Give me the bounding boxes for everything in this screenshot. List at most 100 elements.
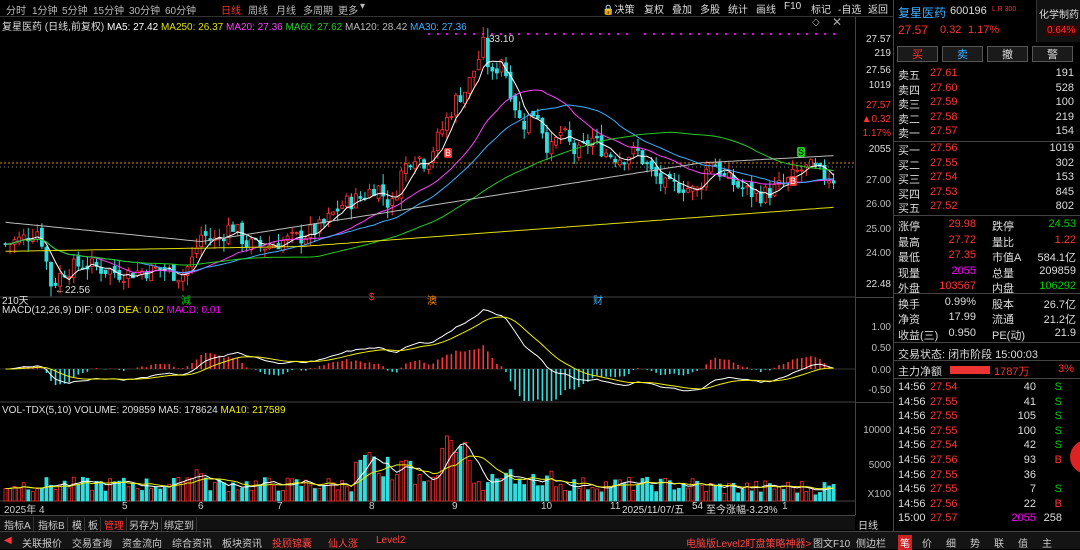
settings-icon[interactable]: ◇ bbox=[812, 17, 820, 28]
ma60-line bbox=[5, 131, 834, 266]
alert-button[interactable]: 警 bbox=[1032, 46, 1073, 62]
multi-stock-button[interactable]: 多股 bbox=[700, 5, 720, 16]
vol-ma5-line bbox=[5, 442, 834, 491]
volume-bar bbox=[335, 489, 340, 502]
cancel-order-button[interactable]: 撤 bbox=[987, 46, 1028, 62]
volume-bar bbox=[818, 492, 822, 502]
event-marker-cai[interactable]: 财 bbox=[593, 296, 603, 307]
decision-button[interactable]: 🔒决策 bbox=[602, 5, 635, 16]
candle bbox=[640, 149, 645, 166]
tab-indicator-a[interactable]: 指标A bbox=[2, 517, 34, 532]
candle bbox=[408, 164, 413, 170]
candle bbox=[353, 187, 358, 209]
watchlist-button[interactable]: -自选 bbox=[838, 5, 862, 16]
sell-button[interactable]: 卖 bbox=[942, 46, 983, 62]
candle bbox=[649, 157, 654, 177]
low-label: ←22.56 bbox=[55, 285, 91, 296]
volume-bar bbox=[586, 489, 590, 502]
event-marker-jian[interactable]: 減 bbox=[181, 296, 191, 307]
period-tab-30min[interactable]: 30分钟 bbox=[129, 6, 161, 17]
side-tab-6[interactable]: 主 bbox=[1042, 539, 1052, 550]
stat-value-2: 106292 bbox=[1039, 280, 1076, 292]
close-icon[interactable]: ✕ bbox=[832, 15, 843, 29]
volume-bar bbox=[654, 491, 659, 502]
period-tab-weekly[interactable]: 周线 bbox=[248, 6, 268, 17]
period-tab-5min[interactable]: 5分钟 bbox=[62, 6, 88, 17]
volume-bar bbox=[381, 476, 386, 502]
draw-line-button[interactable]: 画线 bbox=[756, 5, 776, 16]
period-tab-multi[interactable]: 多周期 bbox=[303, 6, 333, 17]
period-tab-monthly[interactable]: 月线 bbox=[276, 6, 296, 17]
triangle-icon[interactable]: ◀ bbox=[4, 535, 12, 546]
tab-bind-to[interactable]: 绑定到 bbox=[162, 517, 197, 532]
side-tab-4[interactable]: 联 bbox=[994, 539, 1004, 550]
statistics-button[interactable]: 统计 bbox=[728, 5, 748, 16]
candle bbox=[235, 223, 240, 236]
x-cursor-change: 至今涨幅-3.23% bbox=[706, 505, 778, 516]
candle bbox=[626, 156, 631, 171]
tab-manage[interactable]: 管理 bbox=[102, 517, 127, 532]
link-sidebar[interactable]: 侧边栏 bbox=[856, 539, 886, 550]
legend-ma20: MA20: 27.36 bbox=[225, 22, 283, 33]
ask-volume: 100 bbox=[1055, 96, 1074, 108]
level2-promo-link[interactable]: 电脑版Level2盯盘策略神器> bbox=[686, 539, 812, 550]
link-news[interactable]: 综合资讯 bbox=[172, 539, 212, 550]
candle bbox=[185, 265, 190, 286]
candle bbox=[90, 250, 94, 274]
link-level2[interactable]: Level2 bbox=[376, 535, 406, 546]
volume-bar bbox=[103, 490, 108, 502]
period-tab-daily[interactable]: 日线 bbox=[221, 6, 241, 17]
tick-time: 15:00 bbox=[898, 512, 926, 525]
period-tab-more[interactable]: 更多 bbox=[338, 6, 358, 17]
tab-board[interactable]: 板 bbox=[86, 517, 101, 532]
side-tab-5[interactable]: 值 bbox=[1018, 539, 1028, 550]
side-tab-2[interactable]: 细 bbox=[946, 539, 956, 550]
link-sector-news[interactable]: 板块资讯 bbox=[222, 539, 262, 550]
tab-template[interactable]: 模 bbox=[70, 517, 85, 532]
period-tab-15min[interactable]: 15分钟 bbox=[93, 6, 125, 17]
fuquan-button[interactable]: 复权 bbox=[644, 5, 664, 16]
stat-value: 29.98 bbox=[948, 218, 976, 230]
period-tab-fenshi[interactable]: 分时 bbox=[6, 6, 26, 17]
ask-label: 卖一 bbox=[898, 128, 920, 140]
back-button[interactable]: 返回 bbox=[868, 5, 888, 16]
macd-axis: 1.00 0.50 0.00 -0.50 bbox=[855, 297, 893, 402]
macd-dif: DIF: 0.03 bbox=[74, 305, 116, 316]
mainflow-label: 主力净额 bbox=[898, 366, 942, 378]
side-tab-0[interactable]: 笔 bbox=[898, 535, 912, 550]
stat-label: 涨停 bbox=[898, 221, 920, 233]
candle bbox=[399, 167, 404, 209]
tab-daily-bottom[interactable]: 日线 bbox=[858, 521, 878, 532]
link-xianren[interactable]: 仙人涨 bbox=[328, 539, 358, 550]
link-capital-flow[interactable]: 资金流向 bbox=[122, 539, 162, 550]
mark-button[interactable]: 标记 bbox=[811, 5, 831, 16]
period-tab-60min[interactable]: 60分钟 bbox=[165, 6, 197, 17]
candle bbox=[394, 190, 399, 201]
volume-bar bbox=[581, 477, 586, 502]
volume-bar bbox=[126, 486, 131, 502]
kline-chart[interactable] bbox=[0, 17, 893, 515]
side-tab-1[interactable]: 价 bbox=[922, 539, 932, 550]
tab-indicator-b[interactable]: 指标B bbox=[36, 517, 68, 532]
f10-button[interactable]: F10 bbox=[784, 1, 802, 12]
chevron-down-icon[interactable]: ▾ bbox=[360, 1, 366, 12]
candle bbox=[40, 223, 44, 249]
link-f10-graphic[interactable]: 图文F10 bbox=[813, 539, 851, 550]
tab-save-as[interactable]: 另存为 bbox=[127, 517, 162, 532]
link-advisor[interactable]: 投顾锦囊 bbox=[272, 539, 312, 550]
side-tab-3[interactable]: 势 bbox=[970, 539, 980, 550]
side-float-icon[interactable] bbox=[1070, 440, 1080, 474]
mainflow-value: 1787万 bbox=[994, 366, 1030, 378]
sector-box[interactable]: 化学制药 0.64% bbox=[1036, 0, 1080, 42]
ask-label: 卖四 bbox=[898, 84, 920, 97]
buy-button[interactable]: 买 bbox=[897, 46, 938, 62]
stat-value-2: 1.22 bbox=[1054, 233, 1076, 246]
link-trade-query[interactable]: 交易查询 bbox=[72, 539, 112, 550]
event-marker-ao[interactable]: 澳 bbox=[427, 296, 437, 307]
x-label-11: 11 bbox=[610, 501, 621, 512]
tick-volume: 93 bbox=[1023, 454, 1036, 466]
period-tab-1min[interactable]: 1分钟 bbox=[32, 6, 58, 17]
overlay-button[interactable]: 叠加 bbox=[672, 5, 692, 16]
event-marker-dollar[interactable]: $ bbox=[369, 292, 375, 303]
link-related-quote[interactable]: 关联报价 bbox=[22, 539, 62, 550]
